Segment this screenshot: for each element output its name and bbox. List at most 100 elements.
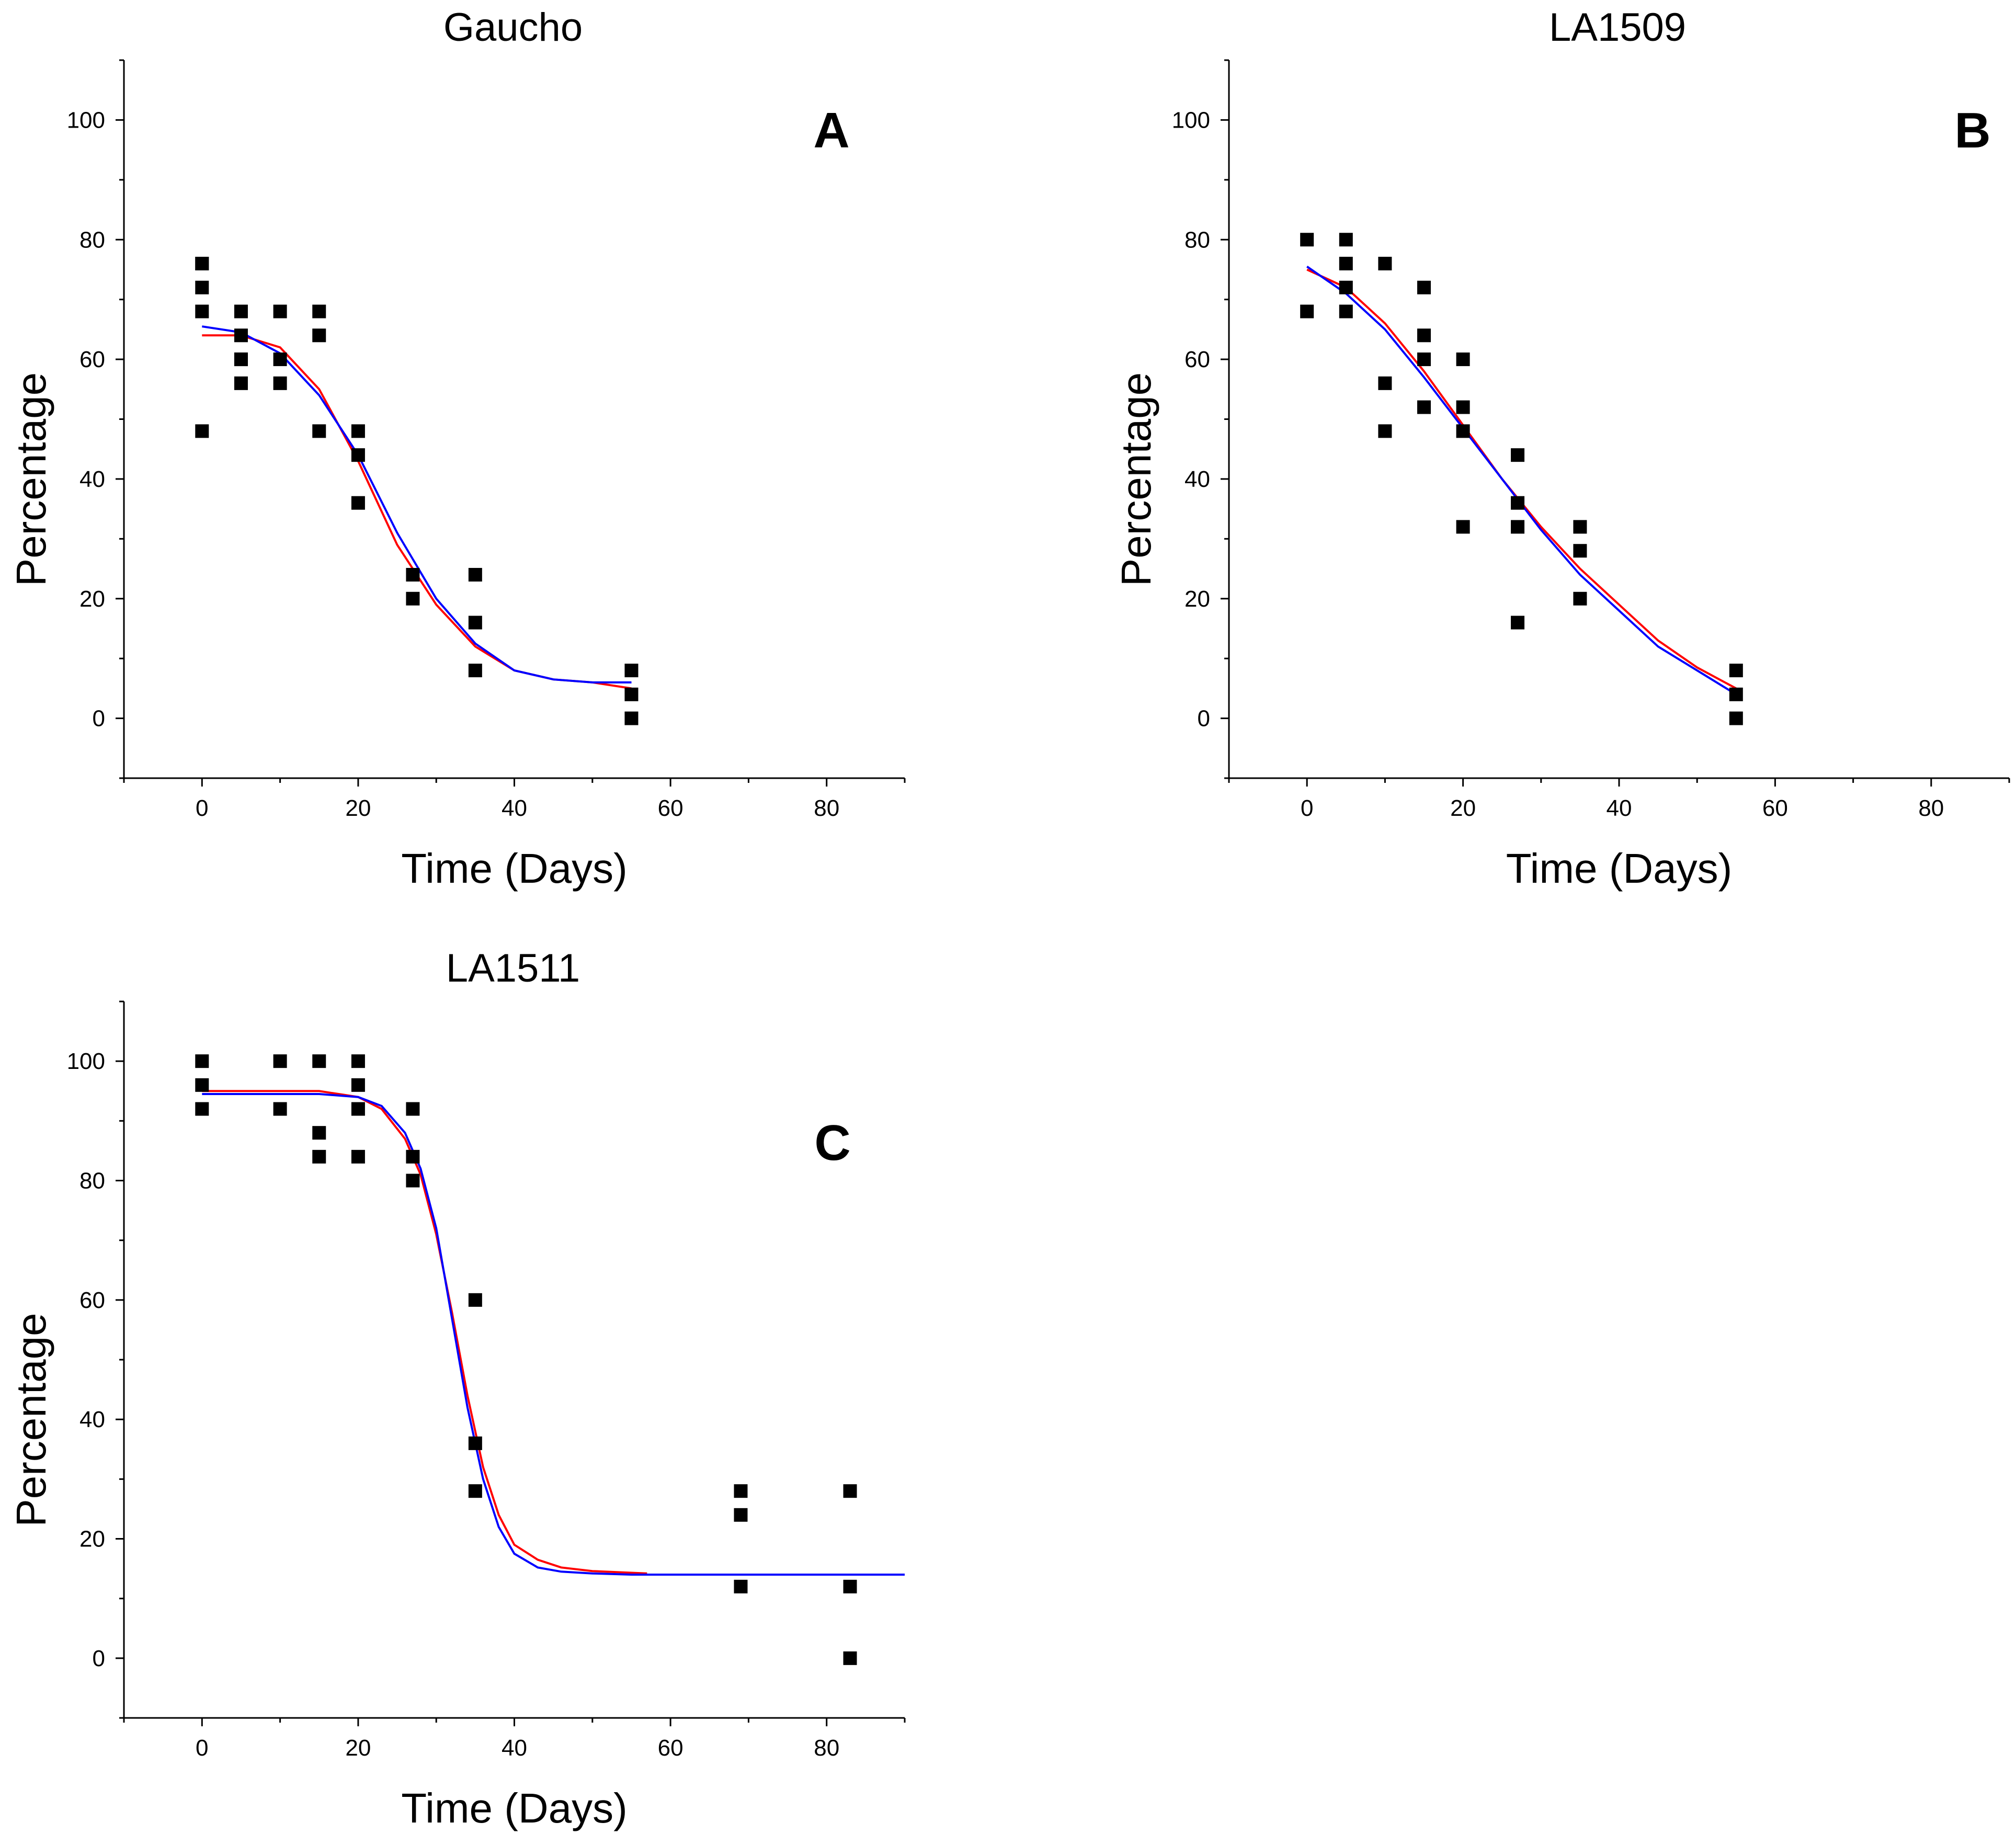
y-tick-label: 60 [79,1288,105,1313]
data-point [406,1174,420,1188]
panel-label: A [813,102,849,158]
y-tick-label: 0 [93,706,105,732]
y-tick-label: 40 [1184,466,1210,492]
data-point [195,257,209,271]
chart-panel-b: 0 20 40 60 80 0 20 40 60 80 100 LA1509 B Time (Days) P… [1113,5,2010,892]
y-tick-label: 80 [79,1168,105,1194]
data-point [195,304,209,318]
x-tick-label: 80 [1918,795,1944,821]
data-point [1339,280,1353,294]
data-point [406,1149,420,1164]
y-tick-label: 100 [67,107,105,133]
x-tick-label: 80 [814,795,839,821]
data-point [734,1508,748,1522]
data-point [234,328,248,343]
data-point [843,1579,857,1593]
data-point [1339,304,1353,318]
data-point [273,1102,287,1116]
data-point [1511,496,1525,510]
data-point [234,352,248,367]
x-axis-title: Time (Days) [401,1785,628,1831]
data-point [234,376,248,390]
data-point [734,1579,748,1593]
data-point [195,1102,209,1116]
data-point [1417,280,1431,294]
fit-blue-line [202,1093,905,1576]
data-point [351,496,365,510]
panel-label: B [1954,102,1990,158]
data-point [195,280,209,294]
data-point [351,1102,365,1116]
data-point [734,1484,748,1498]
y-tick-label: 40 [79,466,105,492]
y-tick-label: 0 [1198,706,1210,732]
data-point [1456,400,1470,414]
data-point [406,567,420,582]
data-point [195,424,209,438]
x-axis-title: Time (Days) [401,845,628,892]
chart-title: Gaucho [443,5,583,50]
x-tick-label: 20 [1450,795,1476,821]
x-tick-label: 80 [814,1735,839,1761]
data-point [624,664,639,678]
data-point [273,376,287,390]
y-tick-label: 20 [1184,586,1210,612]
data-point [1511,520,1525,534]
x-tick-label: 20 [345,1735,371,1761]
y-axis-title: Percentage [8,1313,54,1527]
data-point [273,304,287,318]
fit-red-line [202,334,632,690]
panel-label: C [814,1115,850,1171]
data-point [406,591,420,606]
data-point [843,1484,857,1498]
chart-panel-c: 0 20 40 60 80 0 20 40 60 80 100 LA1511 C Time (Days) P… [8,946,906,1831]
x-tick-label: 60 [1762,795,1788,821]
data-point [468,567,482,582]
x-tick-label: 40 [1607,795,1632,821]
x-tick-label: 0 [1301,795,1313,821]
data-point [1339,257,1353,271]
data-point [312,424,326,438]
data-point [351,1078,365,1092]
data-point [1378,376,1392,390]
x-tick-label: 60 [658,795,684,821]
data-point [351,1054,365,1068]
x-tick-label: 0 [196,1735,208,1761]
data-point [1417,352,1431,367]
y-tick-label: 20 [79,586,105,612]
data-point [1417,400,1431,414]
data-point [624,711,639,725]
data-point [312,1126,326,1140]
data-point [468,616,482,630]
x-tick-label: 20 [345,795,371,821]
data-point [1456,424,1470,438]
data-point [1456,520,1470,534]
data-point [273,1054,287,1068]
data-point [468,1293,482,1307]
data-point [312,304,326,318]
data-point [1729,687,1743,701]
data-point [1300,304,1314,318]
data-point [1573,544,1587,558]
y-tick-label: 60 [1184,347,1210,372]
data-point [1573,520,1587,534]
data-point [351,1149,365,1164]
fit-blue-line [201,325,632,684]
chart-panel-a: 0 20 40 60 80 0 20 40 60 80 100 Gaucho A Time (Days) P… [8,5,906,892]
data-point [1417,328,1431,343]
data-point [1511,616,1525,630]
data-point [195,1054,209,1068]
data-point [351,424,365,438]
chart-title: LA1509 [1549,5,1686,50]
data-point [468,1436,482,1450]
data-point [1378,257,1392,271]
chart-title: LA1511 [446,946,580,990]
y-axis-title: Percentage [1113,372,1159,586]
data-point [1300,233,1314,247]
x-axis-title: Time (Days) [1506,845,1733,892]
x-tick-label: 40 [502,795,527,821]
data-point [1339,233,1353,247]
y-tick-label: 20 [79,1527,105,1552]
data-point [468,664,482,678]
